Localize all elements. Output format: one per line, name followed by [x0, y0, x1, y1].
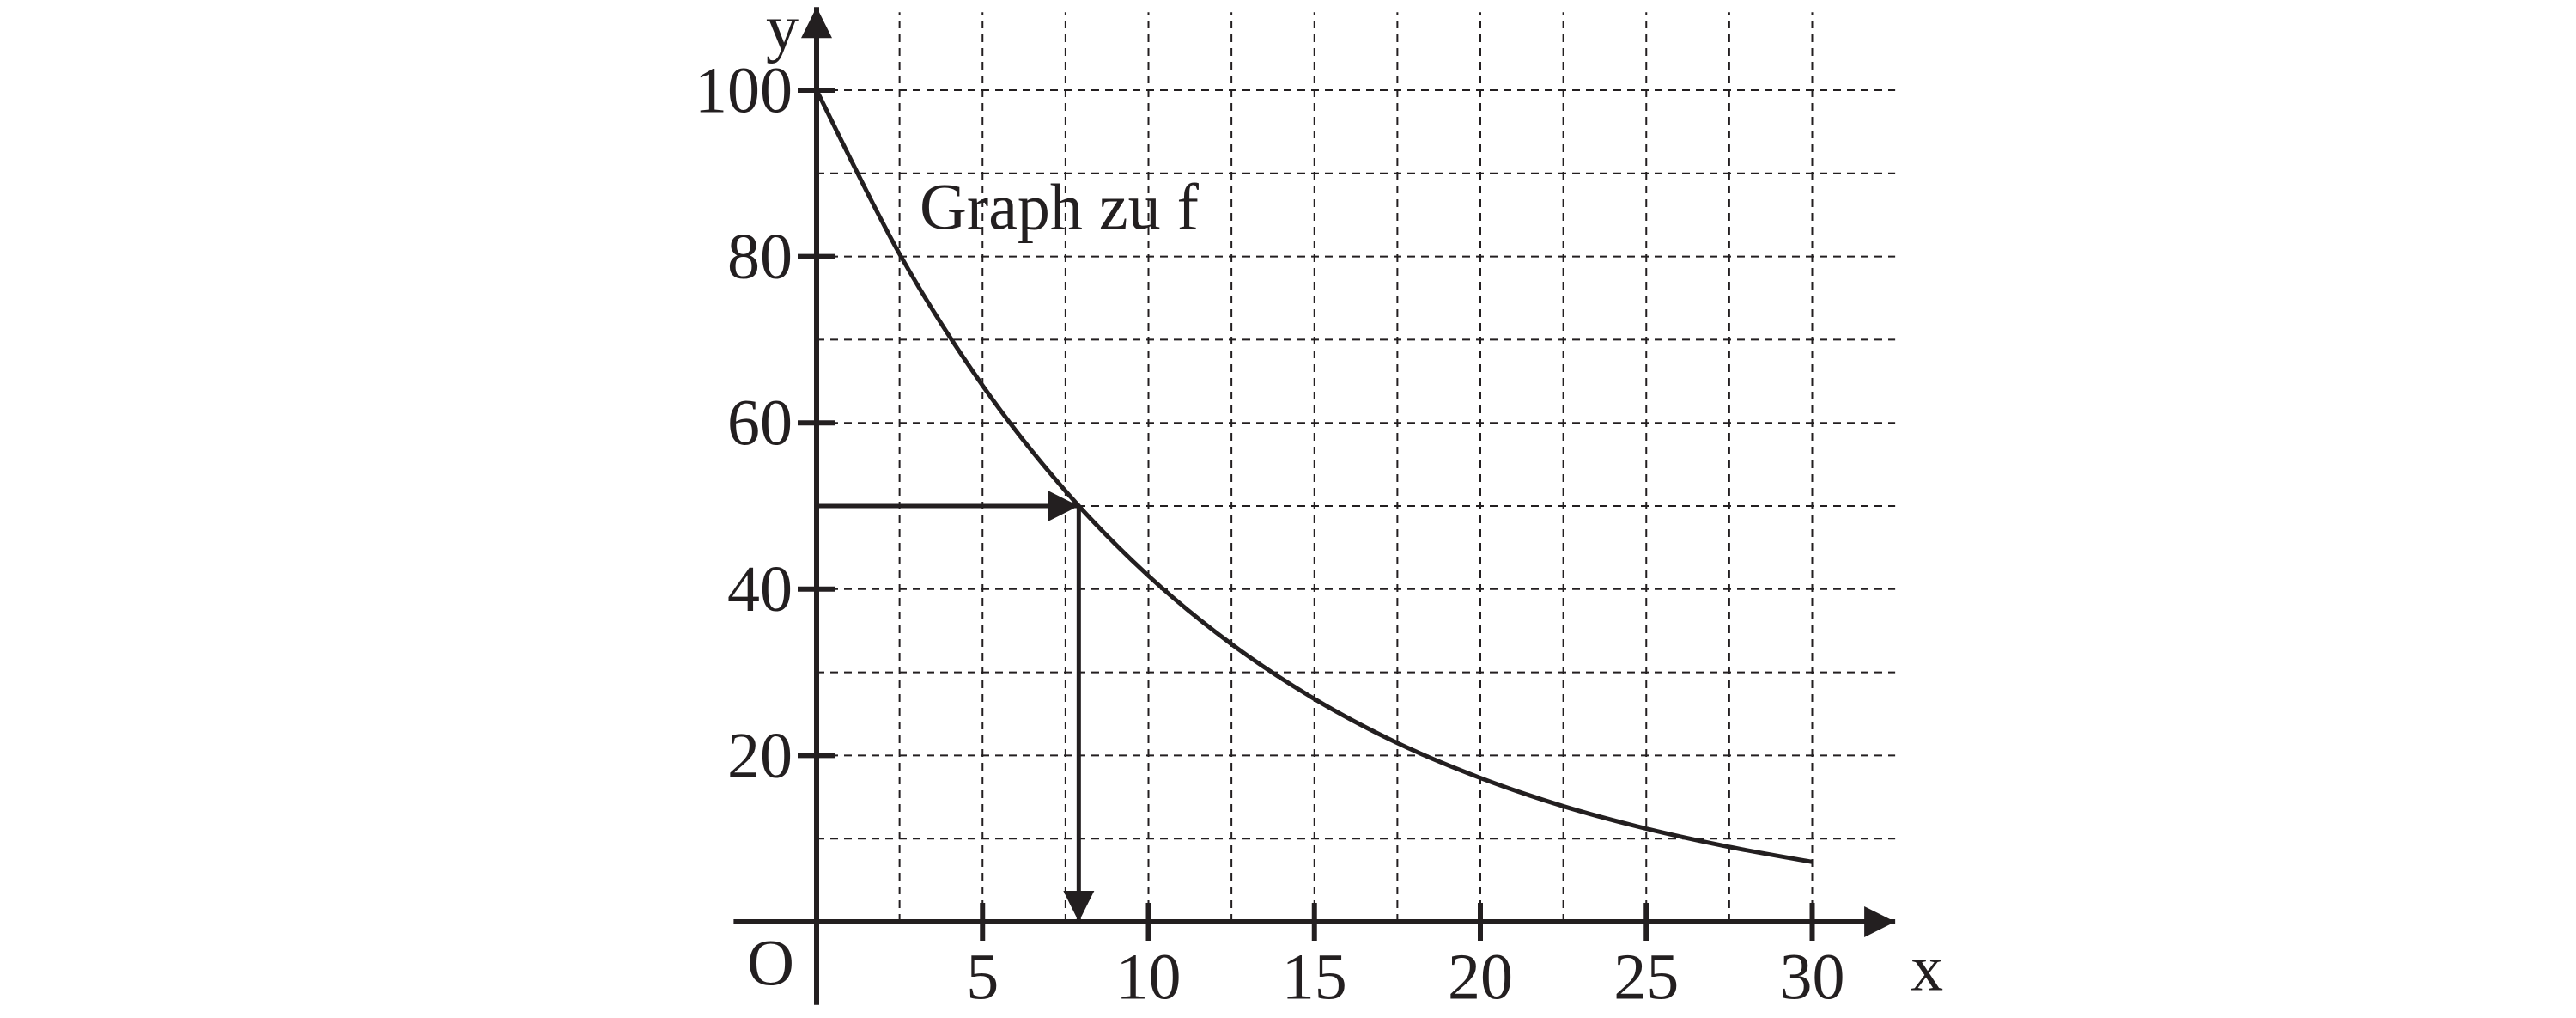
- y-tick-label: 80: [727, 221, 793, 293]
- x-tick-label: 20: [1448, 941, 1513, 1013]
- x-tick-label: 30: [1780, 941, 1845, 1013]
- origin-label: O: [747, 927, 794, 999]
- x-axis-label: x: [1911, 932, 1943, 1004]
- curve: [814, 88, 1813, 864]
- x-tick-label: 15: [1282, 941, 1347, 1013]
- y-tick-label: 40: [727, 553, 793, 625]
- y-tick-label: 20: [727, 720, 793, 792]
- y-tick-label: 60: [727, 387, 793, 460]
- y-tick-label: 100: [695, 54, 793, 126]
- x-tick-label: 5: [966, 941, 999, 1013]
- annotation: Graph zu f: [920, 171, 1200, 243]
- x-tick-label: 10: [1116, 941, 1182, 1013]
- y-axis-label: y: [766, 0, 799, 64]
- x-tick-label: 25: [1613, 941, 1679, 1013]
